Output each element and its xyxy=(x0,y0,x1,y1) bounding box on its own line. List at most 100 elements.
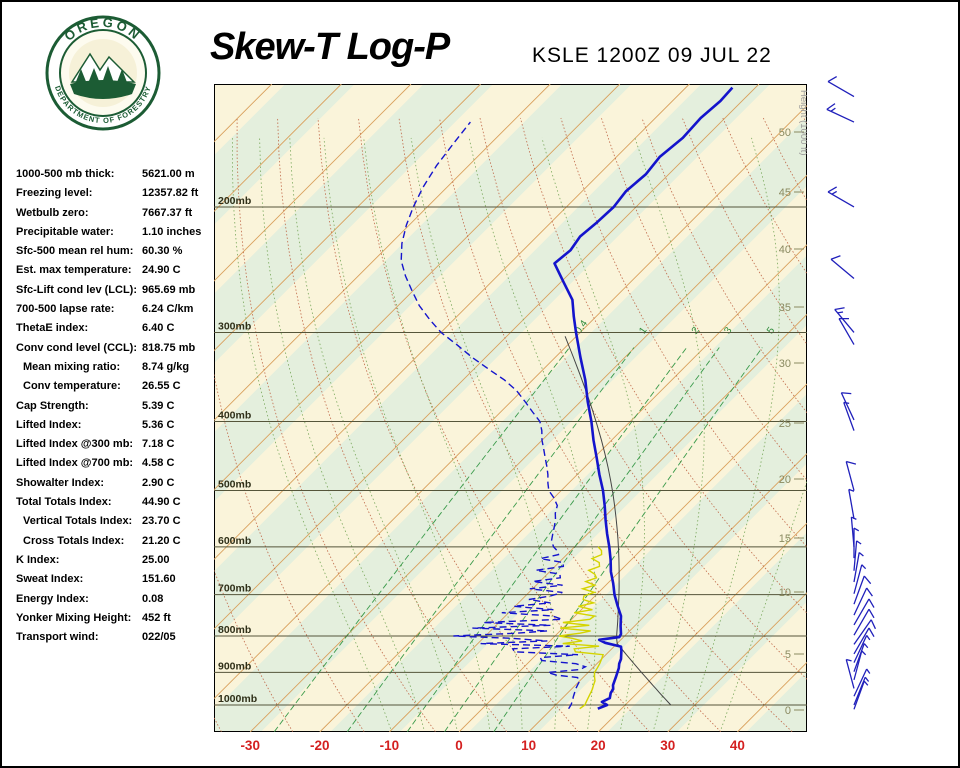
temp-axis-label: 40 xyxy=(730,738,745,753)
index-row: Wetbulb zero: 7667.37 ft xyxy=(16,205,216,224)
height-tick-label: 30 xyxy=(779,358,791,370)
wind-barb xyxy=(853,676,870,706)
index-row: Lifted Index @300 mb: 7.18 C xyxy=(16,436,216,455)
index-row: 700-500 lapse rate: 6.24 C/km xyxy=(16,301,216,320)
index-row: Freezing level: 12357.82 ft xyxy=(16,185,216,204)
index-row: Cap Strength: 5.39 C xyxy=(16,398,216,417)
index-label: Sfc-500 mean rel hum: xyxy=(16,245,134,258)
temp-axis-label: -20 xyxy=(310,738,330,753)
wetbulb-trace xyxy=(559,546,605,710)
temp-axis-label: 30 xyxy=(660,738,675,753)
index-label: Cap Strength: xyxy=(16,399,89,412)
index-value: 21.20 C xyxy=(142,534,181,547)
height-tick-label: 45 xyxy=(779,187,791,199)
index-value: 4.58 C xyxy=(142,457,175,470)
index-row: 1000-500 mb thick: 5621.00 m xyxy=(16,166,216,185)
index-label: Yonker Mixing Height: xyxy=(16,611,132,624)
grid-moist-adiabats xyxy=(232,137,807,729)
height-axis-title: Height (1000 ft) xyxy=(798,90,807,155)
wind-barb xyxy=(853,587,873,616)
index-label: Wetbulb zero: xyxy=(16,206,89,219)
index-label: K Index: xyxy=(16,553,60,566)
pressure-label: 500mb xyxy=(218,479,251,491)
skewt-chart: 0.4 1 2 3 5 200mb 300mb 400mb 500mb 600mb 700mb 800… xyxy=(214,84,807,732)
index-row: ThetaE index: 6.40 C xyxy=(16,320,216,339)
index-label: Conv cond level (CCL): xyxy=(16,341,138,354)
wind-barb xyxy=(853,635,871,663)
wind-barb xyxy=(843,401,855,431)
index-value: 5621.00 m xyxy=(142,168,195,180)
wind-barb xyxy=(853,575,872,605)
pressure-label: 400mb xyxy=(218,409,251,421)
pressure-label: 600mb xyxy=(218,535,251,547)
index-value: 965.69 mb xyxy=(142,283,196,296)
wind-barb xyxy=(853,627,875,655)
temp-axis-label: 10 xyxy=(521,738,536,753)
index-value: 022/05 xyxy=(142,631,176,644)
wind-barb xyxy=(853,643,869,672)
wind-barb xyxy=(830,255,855,279)
wind-barb xyxy=(853,650,867,681)
temp-axis-label: -10 xyxy=(380,738,400,753)
index-value: 24.90 C xyxy=(142,264,181,277)
mixing-ratio-label: 3 xyxy=(722,325,734,336)
temp-axis-label: 0 xyxy=(455,738,463,753)
wind-barb xyxy=(853,527,860,559)
grid-isotherms xyxy=(214,84,807,732)
height-tick-label: 20 xyxy=(779,474,791,486)
dewpoint-trace xyxy=(400,121,588,710)
odf-logo: OREGON DEPARTMENT OF FORESTRY xyxy=(45,15,161,131)
pressure-lines: 200mb 300mb 400mb 500mb 600mb 700mb 800mb 900mb… xyxy=(214,195,807,706)
index-value: 5.39 C xyxy=(142,399,175,412)
index-label: Transport wind: xyxy=(16,631,99,644)
index-label: Lifted Index @300 mb: xyxy=(16,438,134,451)
index-value: 0.08 xyxy=(142,592,164,605)
index-label: Conv temperature: xyxy=(23,380,121,393)
pressure-label: 200mb xyxy=(218,195,251,207)
mixing-ratio-label: 1 xyxy=(637,325,649,336)
pressure-label: 800mb xyxy=(218,624,251,636)
pressure-label: 1000mb xyxy=(218,693,257,705)
index-label: Total Totals Index: xyxy=(16,496,112,509)
wind-barb xyxy=(834,307,855,333)
station-time-label: KSLE 1200Z 09 JUL 22 xyxy=(532,44,772,67)
index-row: Showalter Index: 2.90 C xyxy=(16,475,216,494)
wind-barbs xyxy=(826,76,877,710)
wind-barb xyxy=(853,551,864,583)
height-tick-label: 15 xyxy=(779,533,791,545)
logo-forest-scene-icon xyxy=(69,39,137,107)
grid-mixing-ratio: 0.4 1 2 3 5 xyxy=(273,318,778,732)
index-value: 25.00 xyxy=(142,553,170,566)
parcel-line xyxy=(564,336,672,706)
index-value: 44.90 C xyxy=(142,496,181,509)
wind-barb xyxy=(827,76,855,98)
pressure-label: 700mb xyxy=(218,583,251,595)
wind-barb xyxy=(853,668,871,697)
height-tick-label: 10 xyxy=(779,587,791,599)
index-label: Precipitable water: xyxy=(16,225,114,238)
index-value: 6.24 C/km xyxy=(142,303,194,316)
index-row: Yonker Mixing Height: 452 ft xyxy=(16,610,216,629)
index-label: Mean mixing ratio: xyxy=(23,360,121,373)
index-label: 700-500 lapse rate: xyxy=(16,303,115,316)
wind-barb xyxy=(853,598,875,626)
index-value: 5.36 C xyxy=(142,418,175,431)
wind-barb xyxy=(853,564,867,594)
index-row: Sweat Index: 151.60 xyxy=(16,571,216,590)
index-row: Sfc-Lift cond lev (LCL): 965.69 mb xyxy=(16,282,216,301)
wind-barb xyxy=(838,317,855,345)
temp-axis-label: 20 xyxy=(591,738,606,753)
grid-dry-adiabats xyxy=(214,117,807,732)
index-row: Energy Index: 0.08 xyxy=(16,591,216,610)
pressure-label: 300mb xyxy=(218,320,251,332)
index-value: 7.18 C xyxy=(142,438,175,451)
wind-barb xyxy=(826,103,855,123)
wind-barb xyxy=(853,680,869,710)
pressure-label: 900mb xyxy=(218,660,251,672)
wind-barb xyxy=(853,608,875,636)
index-row: Cross Totals Index: 21.20 C xyxy=(16,533,216,552)
index-value: 23.70 C xyxy=(142,515,181,528)
index-label: Showalter Index: xyxy=(16,476,105,489)
index-value: 1.10 inches xyxy=(142,225,202,238)
